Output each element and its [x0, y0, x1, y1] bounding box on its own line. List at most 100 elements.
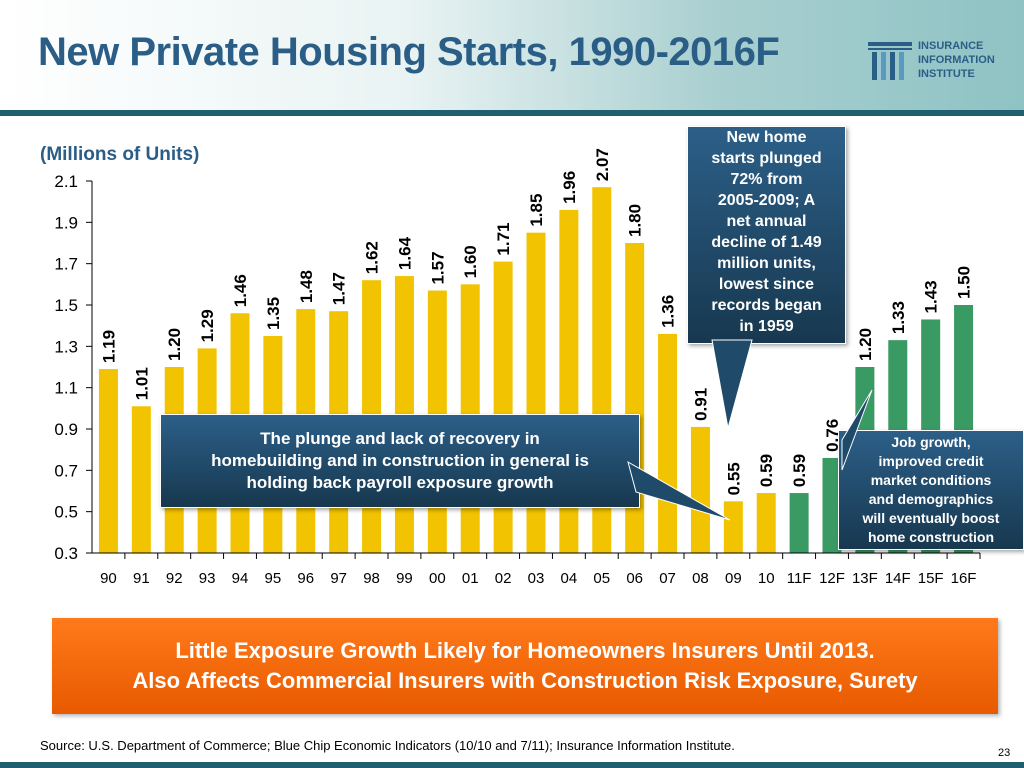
logo-line-1: INSURANCE: [918, 40, 984, 52]
bar-value-label: 1.19: [99, 330, 118, 363]
bar: [822, 457, 842, 553]
bar-value-label: 1.96: [560, 171, 579, 204]
x-tick-label: 12F: [819, 570, 845, 587]
bar: [131, 406, 151, 553]
x-tick-label: 07: [659, 570, 676, 587]
bar: [756, 493, 776, 553]
callout-right-line: market conditions: [870, 472, 992, 488]
logo-text: INSURANCE INFORMATION INSTITUTE: [918, 39, 995, 81]
x-axis: 90 91 92 93 94 95 96 97 98 99 00 01 02 03 04 05 06 07 08 09…: [92, 552, 981, 587]
y-tick-label: 0.5: [54, 503, 78, 522]
x-tick-label: 94: [232, 570, 249, 587]
bar-value-label: 0.91: [691, 388, 710, 421]
bar-value-label: 1.20: [856, 328, 875, 361]
bar-value-label: 1.33: [889, 301, 908, 334]
x-tick-label: 96: [297, 570, 314, 587]
bar-value-label: 1.43: [922, 280, 941, 313]
callout-top-line: starts plunged: [711, 150, 822, 167]
callout-mid-line: The plunge and lack of recovery in: [260, 429, 540, 448]
y-tick-label: 2.1: [54, 172, 78, 191]
bar-value-label: 0.59: [790, 454, 809, 487]
pointer-top-callout: [711, 339, 753, 429]
x-tick-label: 11F: [787, 570, 812, 587]
x-tick-label: 91: [133, 570, 150, 587]
callout-top-line: in 1959: [739, 318, 794, 335]
callout-right-line: and demographics: [868, 491, 994, 507]
callout-top-line: 72% from: [730, 171, 803, 188]
bar: [723, 501, 743, 553]
y-tick-label: 1.9: [54, 213, 78, 232]
bar: [789, 493, 809, 553]
bar-value-label: 1.57: [428, 251, 447, 284]
x-tick-label: 01: [462, 570, 479, 587]
bar-value-label: 1.71: [494, 223, 513, 256]
x-tick-label: 06: [626, 570, 643, 587]
bar-value-label: 1.46: [231, 274, 250, 307]
x-tick-label: 08: [692, 570, 709, 587]
y-tick-label: 0.7: [54, 461, 78, 480]
bar-value-label: 1.29: [198, 309, 217, 342]
bar-value-label: 0.76: [823, 419, 842, 452]
iii-columns-logo-icon: [868, 42, 912, 80]
page-number: 23: [998, 747, 1011, 759]
bar-value-label: 0.59: [757, 454, 776, 487]
bar: [690, 426, 710, 553]
bar-value-label: 1.48: [297, 270, 316, 303]
callout-right-line: will eventually boost: [862, 510, 1000, 526]
logo-line-2: INFORMATION: [918, 54, 995, 66]
x-tick-label: 02: [495, 570, 512, 587]
bar-value-label: 0.55: [724, 462, 743, 495]
y-tick-label: 0.9: [54, 420, 78, 439]
x-tick-label: 99: [396, 570, 413, 587]
bar-value-label: 1.01: [132, 367, 151, 400]
y-axis-unit-label: (Millions of Units): [40, 144, 200, 165]
bar-value-label: 1.85: [527, 194, 546, 227]
x-tick-label: 92: [166, 570, 183, 587]
x-tick-label: 10: [758, 570, 775, 587]
y-tick-label: 0.3: [54, 544, 78, 563]
callout-top-line: New home: [726, 129, 807, 146]
footer-rule: [0, 762, 1024, 768]
callout-top-line: million units,: [717, 255, 816, 272]
iii-logo: INSURANCE INFORMATION INSTITUTE: [868, 38, 1018, 88]
x-tick-label: 97: [330, 570, 347, 587]
summary-banner: Little Exposure Growth Likely for Homeow…: [52, 618, 998, 714]
x-tick-label: 15F: [918, 570, 944, 587]
bar: [98, 369, 118, 553]
callout-top-line: decline of 1.49: [711, 234, 822, 251]
bar-value-label: 1.36: [659, 295, 678, 328]
x-tick-label: 00: [429, 570, 446, 587]
y-tick-label: 1.5: [54, 296, 78, 315]
callout-pointers: [627, 339, 873, 521]
y-tick-label: 1.3: [54, 337, 78, 356]
pointer-mid-callout: [627, 460, 731, 521]
x-tick-label: 14F: [885, 570, 911, 587]
bar-value-label: 1.20: [165, 328, 184, 361]
y-tick-label: 1.7: [54, 255, 78, 274]
callout-mid-line: homebuilding and in construction in gene…: [211, 451, 589, 470]
x-tick-label: 90: [100, 570, 117, 587]
x-tick-label: 16F: [951, 570, 977, 587]
x-tick-label: 93: [199, 570, 216, 587]
header-rule: [0, 110, 1024, 116]
callout-plunge-note: New home starts plunged 72% from 2005-20…: [687, 126, 846, 344]
x-tick-label: 95: [265, 570, 282, 587]
slide-header: [0, 0, 1024, 112]
callout-top-line: lowest since: [718, 276, 815, 293]
banner-line-1: Little Exposure Growth Likely for Homeow…: [175, 638, 875, 663]
bar-value-label: 2.07: [593, 148, 612, 181]
source-note: Source: U.S. Department of Commerce; Blu…: [40, 738, 735, 753]
y-tick-label: 1.1: [54, 379, 78, 398]
callout-top-line: net annual: [726, 213, 807, 230]
slide-title: New Private Housing Starts, 1990-2016F: [38, 30, 780, 74]
callout-top-line: 2005-2009; A: [717, 192, 816, 209]
callout-outlook-note: Job growth, improved credit market condi…: [838, 430, 1024, 550]
callout-recovery-note: The plunge and lack of recovery in homeb…: [160, 414, 640, 508]
banner-line-2: Also Affects Commercial Insurers with Co…: [132, 668, 918, 693]
callout-top-line: records began: [711, 297, 822, 314]
bar-value-label: 1.64: [395, 236, 414, 270]
bar-value-label: 1.35: [264, 297, 283, 330]
x-tick-label: 04: [561, 570, 578, 587]
pointer-right-callout: [841, 389, 873, 471]
callout-right-line: home construction: [867, 529, 994, 545]
